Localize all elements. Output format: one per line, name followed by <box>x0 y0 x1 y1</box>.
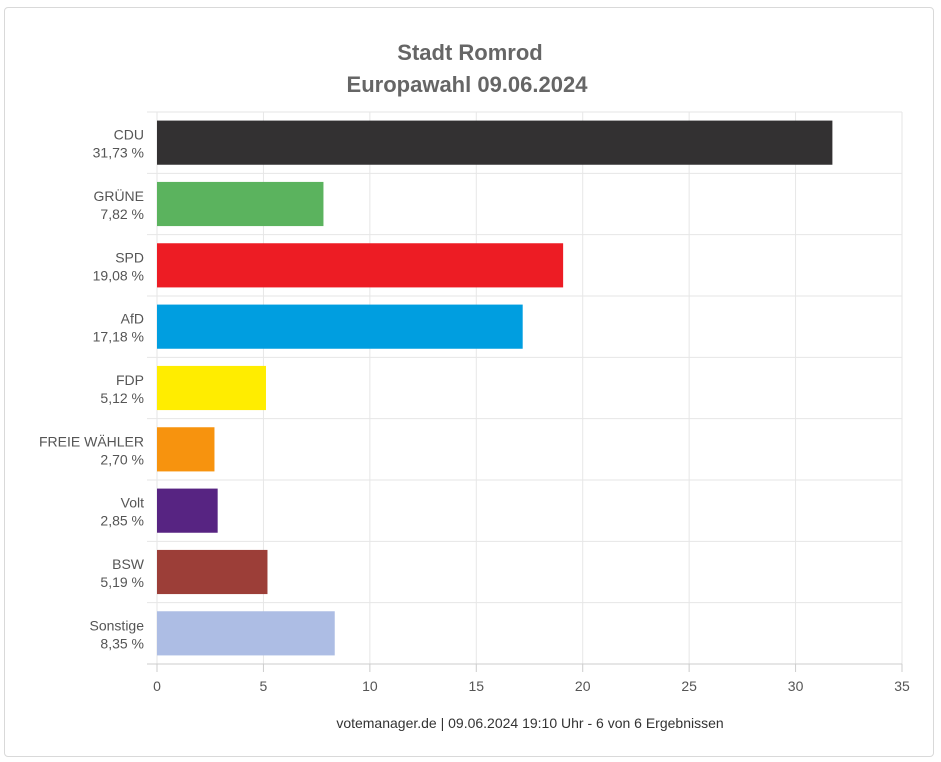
category-labels: CDU 31,73 % GRÜNE 7,82 % SPD 19,08 % AfD 17,18 … <box>39 127 145 652</box>
category-value-label: 5,19 % <box>100 574 144 590</box>
category-value-label: 5,12 % <box>100 390 144 406</box>
x-axis-ticks: 0 5 10 15 20 25 30 35 <box>153 664 910 694</box>
bar[interactable] <box>157 488 218 533</box>
bar[interactable] <box>157 365 266 411</box>
bar[interactable] <box>157 427 215 472</box>
category-name-label: FREIE WÄHLER <box>39 433 144 449</box>
category-name-label: Volt <box>121 495 144 511</box>
category-name-label: Sonstige <box>90 617 145 633</box>
category-value-label: 17,18 % <box>93 329 144 345</box>
category-name-label: BSW <box>112 556 145 572</box>
bar[interactable] <box>157 181 324 227</box>
chart-footer: votemanager.de | 09.06.2024 19:10 Uhr - … <box>336 715 723 731</box>
category-value-label: 7,82 % <box>100 206 144 222</box>
x-tick-label: 35 <box>894 678 910 694</box>
x-tick-label: 30 <box>788 678 804 694</box>
bar[interactable] <box>157 549 268 595</box>
category-value-label: 2,85 % <box>100 513 144 529</box>
x-tick-label: 15 <box>468 678 484 694</box>
chart-subtitle: Europawahl 09.06.2024 <box>347 72 589 97</box>
x-tick-label: 0 <box>153 678 161 694</box>
category-name-label: AfD <box>121 311 144 327</box>
category-value-label: 8,35 % <box>100 635 144 651</box>
category-name-label: FDP <box>116 372 144 388</box>
category-value-label: 31,73 % <box>93 145 144 161</box>
category-name-label: CDU <box>114 127 144 143</box>
bar[interactable] <box>157 120 833 165</box>
bar[interactable] <box>157 304 523 349</box>
category-value-label: 19,08 % <box>93 267 144 283</box>
x-tick-label: 5 <box>260 678 268 694</box>
category-name-label: SPD <box>115 249 144 265</box>
category-value-label: 2,70 % <box>100 451 144 467</box>
bar[interactable] <box>157 611 335 656</box>
x-tick-label: 10 <box>362 678 378 694</box>
x-tick-label: 25 <box>681 678 697 694</box>
x-tick-label: 20 <box>575 678 591 694</box>
category-name-label: GRÜNE <box>93 187 144 204</box>
chart-title: Stadt Romrod <box>397 40 542 65</box>
bar[interactable] <box>157 243 564 288</box>
bars <box>157 120 833 656</box>
